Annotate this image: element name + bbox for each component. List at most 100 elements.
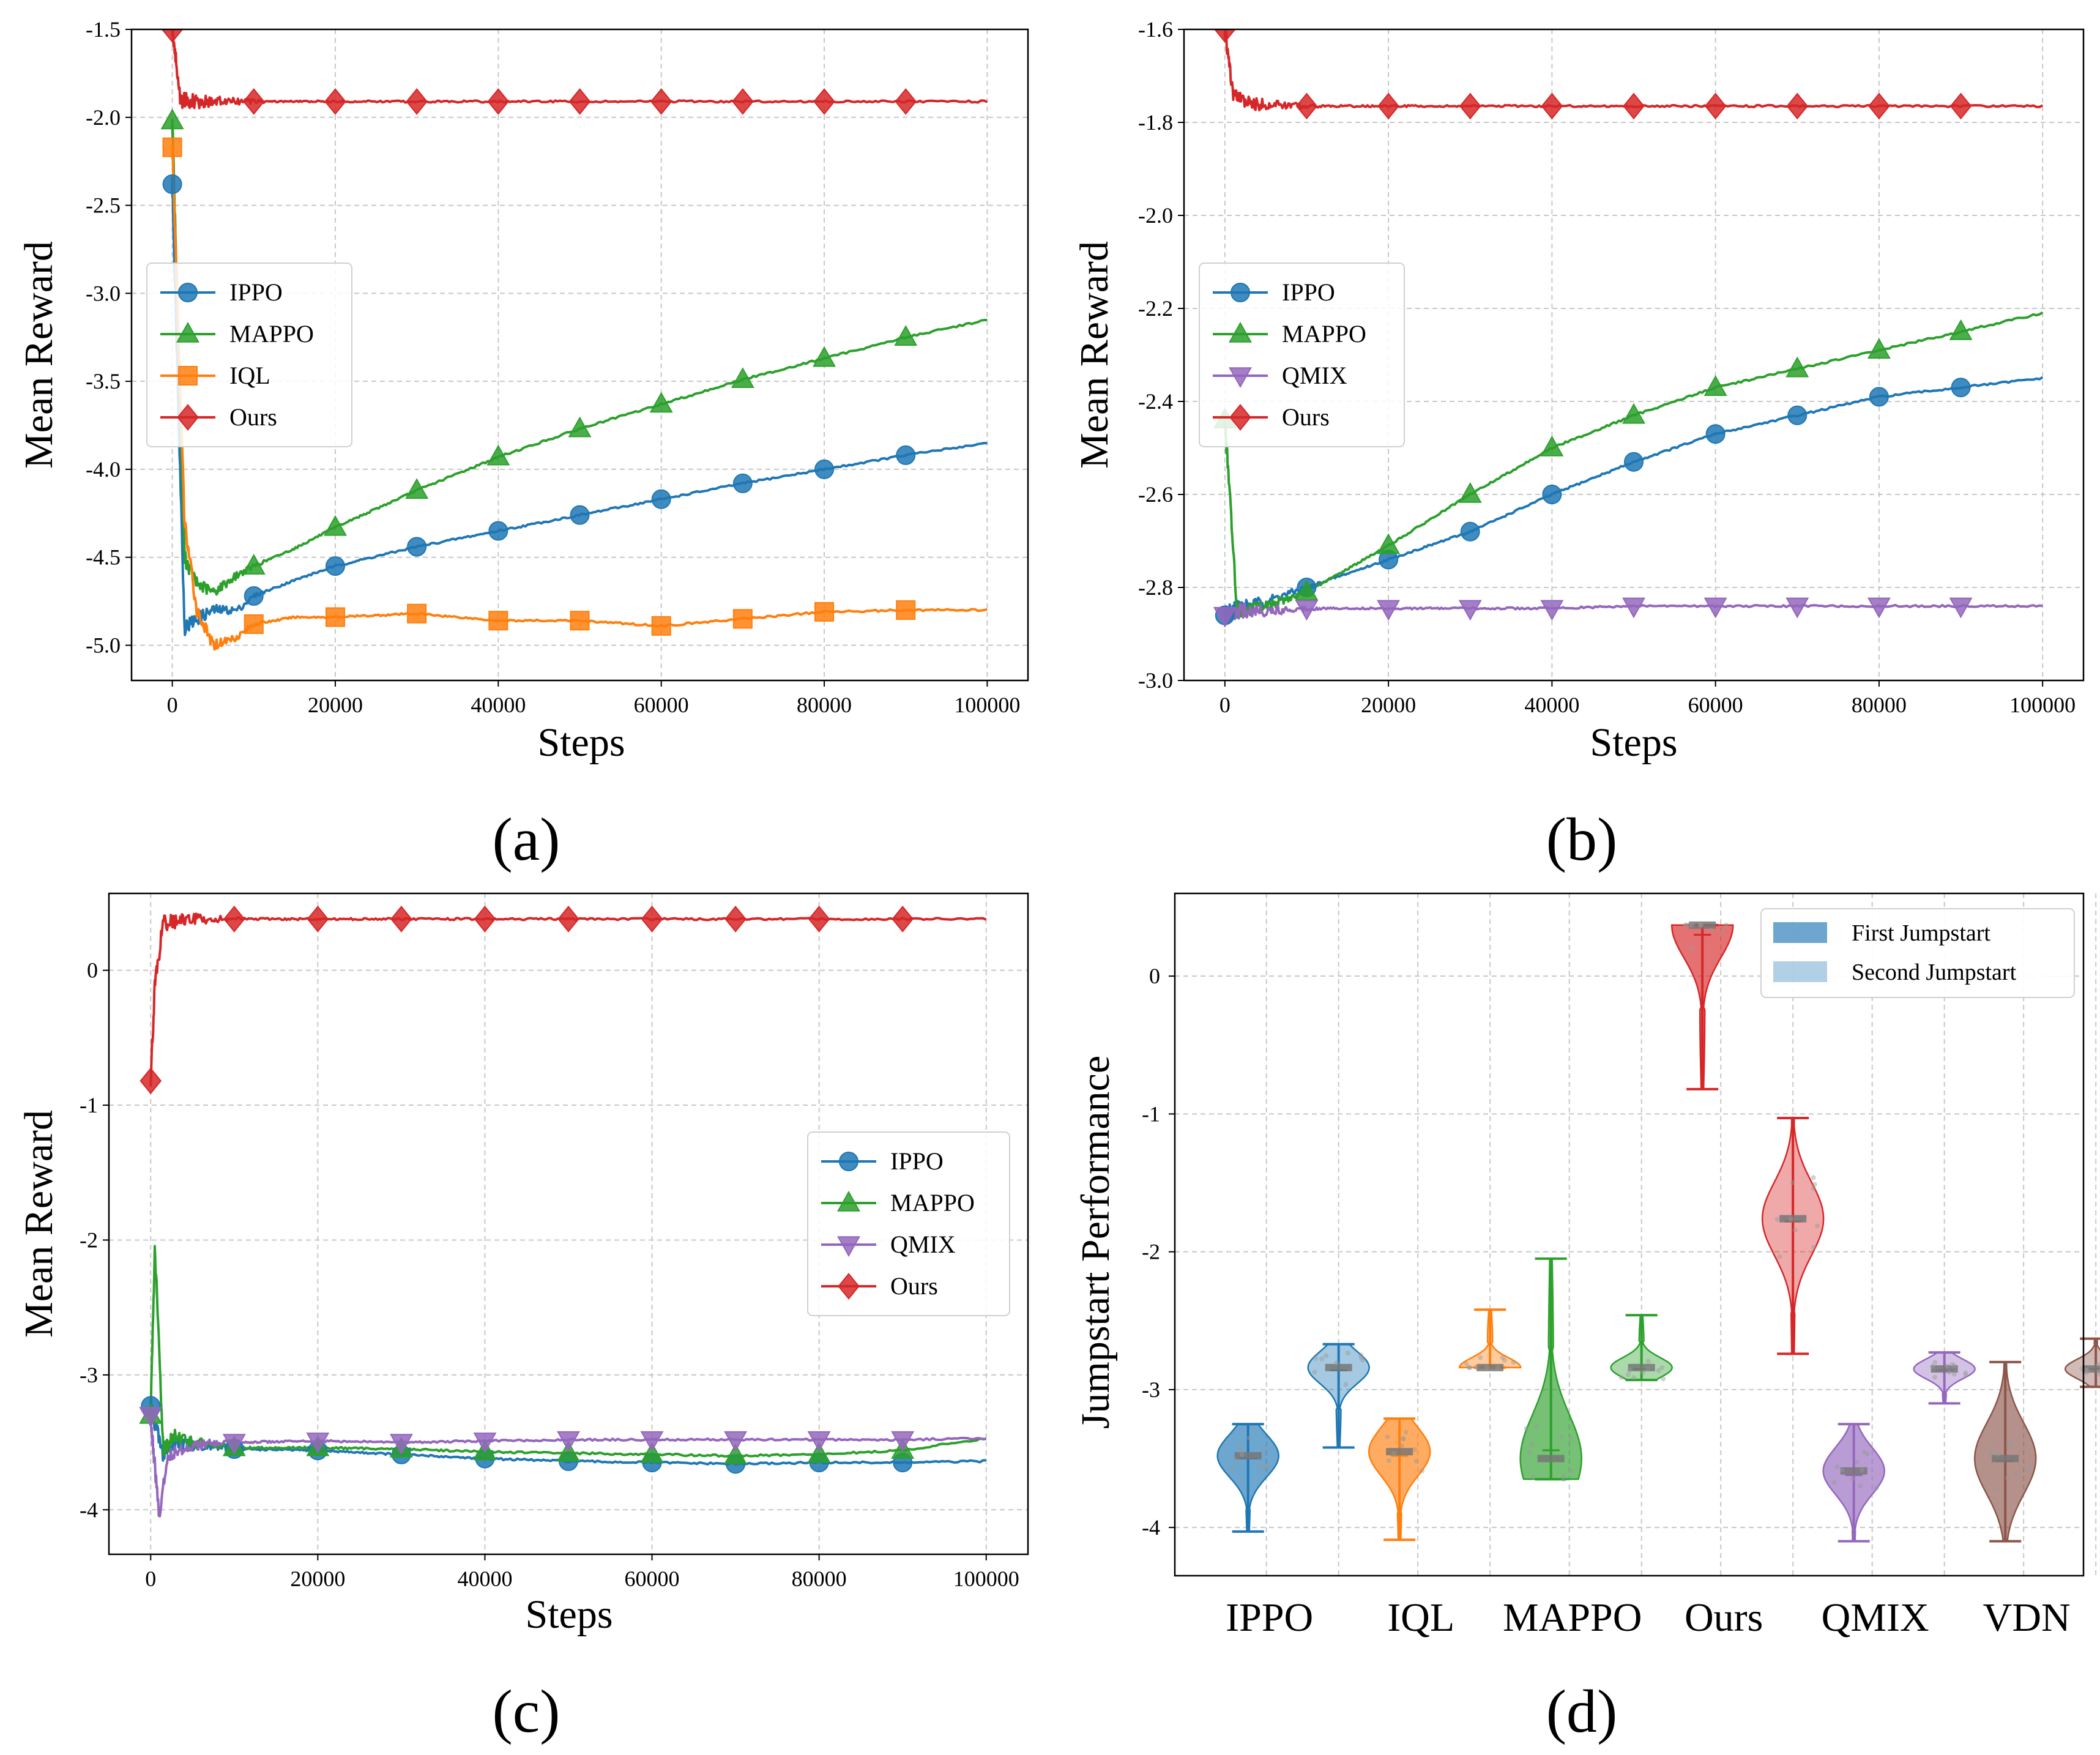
violin-data-point [1401,1436,1406,1442]
panel-d-axes-frame [1174,892,2085,1577]
qmix-marker [473,1433,497,1453]
violin-data-point [1419,1468,1424,1474]
iql-series-line [171,144,988,651]
qmix-series-line [1223,602,2043,624]
violin-data-point [1812,1182,1817,1187]
x-tick-label: 100000 [954,693,1020,717]
qmix-marker [640,1431,664,1452]
violin-data-point [1993,1486,1998,1491]
ours-series-line [1223,29,2044,112]
violin-data-point [1686,922,1692,928]
panel-d-label: (d) [1546,1677,1618,1745]
violin-data-point [1466,1365,1472,1370]
violin-data-point [1814,1223,1820,1229]
iql-marker [651,616,671,636]
violin-data-point [1811,1245,1816,1250]
violin-median-box [2082,1365,2100,1373]
ours-series-line [149,912,987,1087]
panel-b-label: (b) [1546,805,1618,873]
y-tick-label: -4.0 [86,457,121,482]
violin-second-ours [1761,1117,1825,1355]
violin-data-point [1413,1458,1419,1464]
qmix-marker [557,1431,580,1452]
violin-data-point [2008,1442,2013,1448]
mappo-marker [649,392,673,413]
mappo-marker [1703,375,1727,396]
violin-data-point [2085,1368,2090,1374]
first-jumpstart-legend-label: First Jumpstart [1852,920,1990,946]
mappo-marker [242,554,266,575]
mappo-legend-label: MAPPO [229,320,314,348]
violin-data-point [1854,1459,1860,1465]
second-jumpstart-legend-swatch [1773,961,1827,982]
ours-marker [1377,92,1399,120]
mappo-marker [1949,319,1973,340]
ours-series-line [171,29,988,110]
qmix-marker [389,1434,413,1455]
panel-c-line-chart: 0 20000 40000 60000 80000 100000 -4 -3 -2 -1 0 St… [17,892,1029,1745]
ippo-legend-marker [839,1152,858,1171]
x-tick-label: 80000 [792,1567,847,1591]
violin-data-point [1237,1447,1242,1453]
x-tick-label: 80000 [1852,693,1907,717]
violin-data-point [1239,1452,1245,1458]
violin-data-point [1401,1436,1406,1442]
ippo-marker [162,174,182,195]
violin-second-qmix [1913,1351,1976,1405]
x-tick-label: 40000 [471,693,526,717]
ours-marker [1786,92,1809,120]
violin-median-box [1234,1452,1262,1460]
violin-data-point [1951,1371,1957,1377]
violin-median-box [1689,921,1716,929]
violin-data-point [1358,1355,1364,1360]
ippo-marker [244,586,264,606]
violin-data-point [2005,1475,2011,1480]
violin-data-point [1850,1476,1855,1481]
violin-data-point [1391,1451,1396,1456]
mappo-legend-marker [176,321,199,343]
ippo-legend-label: IPPO [229,278,283,306]
ippo-marker [1624,452,1644,472]
category-label-ours: Ours [1685,1595,1763,1640]
panel-d-y-axis-label: Jumpstart Performance [1073,1056,1118,1429]
qmix-marker [139,1407,163,1428]
violin-data-point [1403,1429,1409,1435]
category-label-qmix: QMIX [1822,1595,1929,1640]
violin-data-point [1627,1368,1633,1373]
ours-marker [557,906,579,933]
violin-data-point [2095,1362,2100,1367]
violin-first-mappo [1519,1257,1582,1482]
ippo-marker [325,556,345,576]
violin-data-point [1568,1436,1574,1442]
qmix-marker [306,1433,330,1453]
qmix-marker [1377,600,1401,621]
ours-marker [390,906,412,933]
x-tick-label: 0 [1219,693,1231,717]
violin-median-box [1779,1215,1807,1223]
panel-d-violins [1216,921,2100,1543]
violin-data-point [1788,1217,1793,1222]
qmix-marker [1867,597,1891,619]
ours-legend-marker [177,404,199,431]
mappo-marker [1377,533,1401,554]
violin-first-ippo [1216,1423,1279,1533]
ours-legend-marker [838,1273,860,1300]
mappo-marker [1785,356,1809,378]
y-tick-label: -1.8 [1138,110,1173,135]
ours-marker [140,1067,162,1095]
ours-marker [161,29,184,43]
ippo-legend-label: IPPO [890,1147,944,1175]
violin-data-point [2084,1370,2090,1376]
y-tick-label: -2.2 [1138,296,1173,321]
violin-data-point [1689,922,1695,928]
qmix-marker [1458,600,1482,621]
ours-marker [1949,92,1972,120]
ours-marker [1623,92,1645,120]
panel-a-axes-frame [130,28,1029,682]
violin-data-point [1258,1464,1264,1469]
violin-second-iql [1458,1308,1522,1371]
ours-marker [1541,92,1563,120]
ippo-legend-marker [1231,283,1250,302]
violin-data-point [1951,1363,1957,1368]
